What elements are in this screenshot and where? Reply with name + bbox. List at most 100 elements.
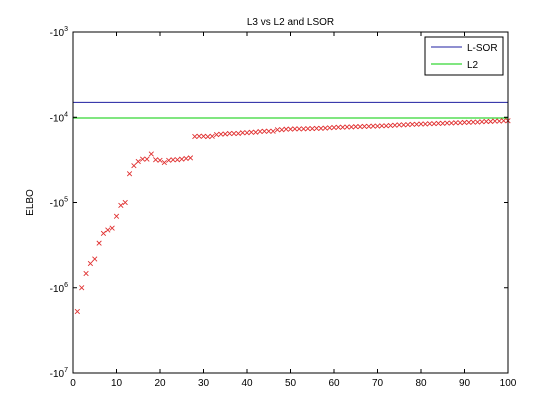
data-point	[266, 128, 272, 134]
data-point	[192, 133, 198, 140]
data-point	[92, 256, 98, 262]
data-point	[309, 126, 315, 132]
legend-label: L2	[467, 60, 479, 71]
data-point	[313, 125, 320, 131]
axes-layer: 0 10 20 30 40 50 60 70 80 90 100 -103 -104 -105 -106 -1…	[50, 26, 517, 389]
data-point	[292, 126, 298, 132]
data-point	[344, 124, 350, 130]
data-point	[126, 171, 133, 177]
data-point	[213, 132, 220, 138]
data-point	[448, 120, 455, 126]
data-point	[400, 122, 407, 128]
data-point	[383, 123, 389, 129]
data-point	[240, 130, 246, 136]
data-point	[353, 124, 359, 130]
data-point	[183, 155, 189, 162]
y-tick-label: -106	[50, 282, 68, 295]
data-point	[361, 123, 368, 130]
data-point	[348, 124, 355, 130]
series-layer	[73, 101, 511, 315]
data-point	[487, 118, 494, 125]
data-point	[479, 119, 485, 125]
data-point	[496, 118, 502, 124]
data-point	[427, 121, 433, 127]
y-tick-label: -107	[50, 367, 68, 380]
data-point	[405, 121, 411, 128]
data-point	[287, 126, 294, 132]
data-point	[444, 120, 450, 126]
data-point	[174, 157, 181, 163]
data-point	[327, 125, 333, 131]
data-point	[374, 123, 381, 129]
data-point	[340, 124, 346, 130]
data-point	[161, 159, 167, 166]
y-tick-label: -103	[50, 26, 68, 39]
data-point	[296, 126, 302, 132]
data-point	[87, 260, 94, 267]
data-point	[387, 122, 394, 129]
data-point	[257, 128, 263, 135]
data-point	[131, 163, 137, 169]
data-point	[357, 124, 363, 130]
data-point	[274, 127, 281, 133]
legend: L-SOR L2	[424, 36, 504, 76]
data-point	[187, 155, 194, 161]
x-tick-label: 30	[198, 378, 210, 389]
data-point	[474, 119, 481, 125]
plot-area	[73, 32, 508, 373]
legend-box	[424, 36, 504, 76]
data-point	[226, 130, 233, 137]
data-point	[370, 123, 376, 129]
data-point	[139, 156, 146, 162]
data-point	[501, 118, 507, 124]
data-point	[366, 123, 372, 130]
data-point	[335, 124, 341, 130]
data-point	[157, 157, 163, 163]
data-point	[109, 225, 115, 231]
data-point	[270, 128, 276, 134]
data-point	[492, 118, 498, 124]
x-tick-label: 60	[328, 378, 340, 389]
data-point	[244, 130, 250, 136]
data-point	[205, 134, 211, 140]
x-tick-label: 50	[285, 378, 297, 389]
data-point	[396, 122, 402, 128]
data-point	[253, 129, 259, 135]
data-point	[483, 118, 489, 125]
x-tick-label: 20	[154, 378, 166, 389]
data-point	[318, 125, 324, 131]
data-point	[422, 121, 428, 127]
y-tick-label: -105	[50, 197, 68, 210]
data-point	[135, 158, 141, 165]
data-point	[440, 120, 446, 126]
data-point	[261, 128, 268, 134]
l3-series	[74, 118, 511, 315]
data-point	[96, 240, 102, 246]
data-point	[118, 202, 124, 208]
data-point	[218, 131, 224, 137]
data-point	[231, 130, 237, 137]
x-tick-label: 40	[241, 378, 253, 389]
data-point	[235, 130, 241, 137]
data-point	[470, 119, 476, 125]
data-point	[105, 227, 111, 233]
data-point	[79, 285, 85, 291]
data-point	[331, 124, 337, 131]
data-point	[453, 120, 459, 126]
plot-background	[73, 32, 508, 373]
data-point	[435, 120, 442, 126]
data-point	[300, 126, 307, 132]
data-point	[414, 121, 420, 127]
data-point	[196, 133, 202, 139]
data-point	[457, 120, 463, 126]
data-point	[248, 129, 254, 135]
data-point	[409, 121, 415, 127]
x-tick-label: 100	[500, 378, 517, 389]
data-point	[322, 125, 328, 131]
data-point	[122, 199, 128, 206]
data-point	[148, 151, 154, 157]
data-point	[179, 156, 185, 162]
data-point	[144, 156, 150, 162]
chart-title: L3 vs L2 and LSOR	[247, 17, 334, 28]
x-tick-label: 10	[111, 378, 123, 389]
